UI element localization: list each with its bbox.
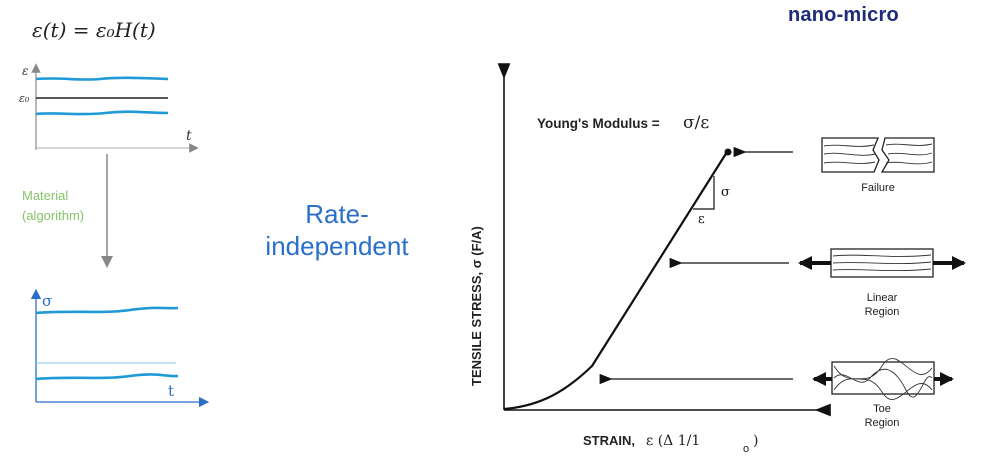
toe-fiber-sketch: Toe Region <box>812 358 954 429</box>
material-label: Material (algorithm) <box>22 186 84 226</box>
linear-label-line1: Linear <box>867 292 898 304</box>
strain-axis-label: STRAIN, <box>583 433 635 448</box>
linear-label-line2: Region <box>865 306 900 318</box>
youngs-modulus-text: Young's Modulus = <box>537 116 660 131</box>
stress-axis-label: TENSILE STRESS, σ (F/A) <box>469 226 484 386</box>
strain-axis-sub: o <box>743 443 749 455</box>
failure-fiber-sketch: Failure <box>821 137 935 194</box>
input-y-label: ε <box>22 64 28 78</box>
step-strain-formula: ε(t) = ε₀H(t) <box>32 18 156 42</box>
output-upper-wave <box>35 306 179 315</box>
slope-epsilon-label: ε <box>698 212 705 227</box>
output-y-label: σ <box>42 292 52 310</box>
input-strain-plot: ε ε₀ t <box>19 63 199 153</box>
output-lower-wave <box>35 373 179 381</box>
slope-sigma-label: σ <box>721 185 730 200</box>
material-label-line2: (algorithm) <box>22 208 85 223</box>
input-lower-wave <box>35 110 169 116</box>
material-label-line1: Material <box>22 188 69 203</box>
slope-triangle <box>693 176 715 210</box>
stress-strain-chart: σ ε Young's Modulus = σ/ε TENSILE STRESS… <box>469 63 831 455</box>
toe-label-line1: Toe <box>873 403 891 415</box>
failure-label: Failure <box>861 182 895 194</box>
brand-title: nano-micro <box>788 4 899 26</box>
rate-label-line2: independent <box>265 231 409 261</box>
stress-strain-curve <box>503 151 728 411</box>
strain-axis-expr: ε (Δ 1/1 <box>646 433 700 449</box>
linear-fiber-sketch: Linear Region <box>798 248 966 318</box>
input-level-label: ε₀ <box>19 92 30 105</box>
output-x-label: t <box>168 382 174 400</box>
rate-independent-label: Rate- independent <box>250 198 424 262</box>
input-upper-wave <box>35 76 169 81</box>
failure-point <box>724 148 732 156</box>
strain-axis-close: ) <box>753 433 758 449</box>
output-stress-plot: σ t <box>30 288 210 408</box>
rate-label-line1: Rate- <box>305 199 369 229</box>
youngs-modulus-expr: σ/ε <box>683 113 709 133</box>
input-x-label: t <box>186 128 192 144</box>
toe-label-line2: Region <box>865 417 900 429</box>
